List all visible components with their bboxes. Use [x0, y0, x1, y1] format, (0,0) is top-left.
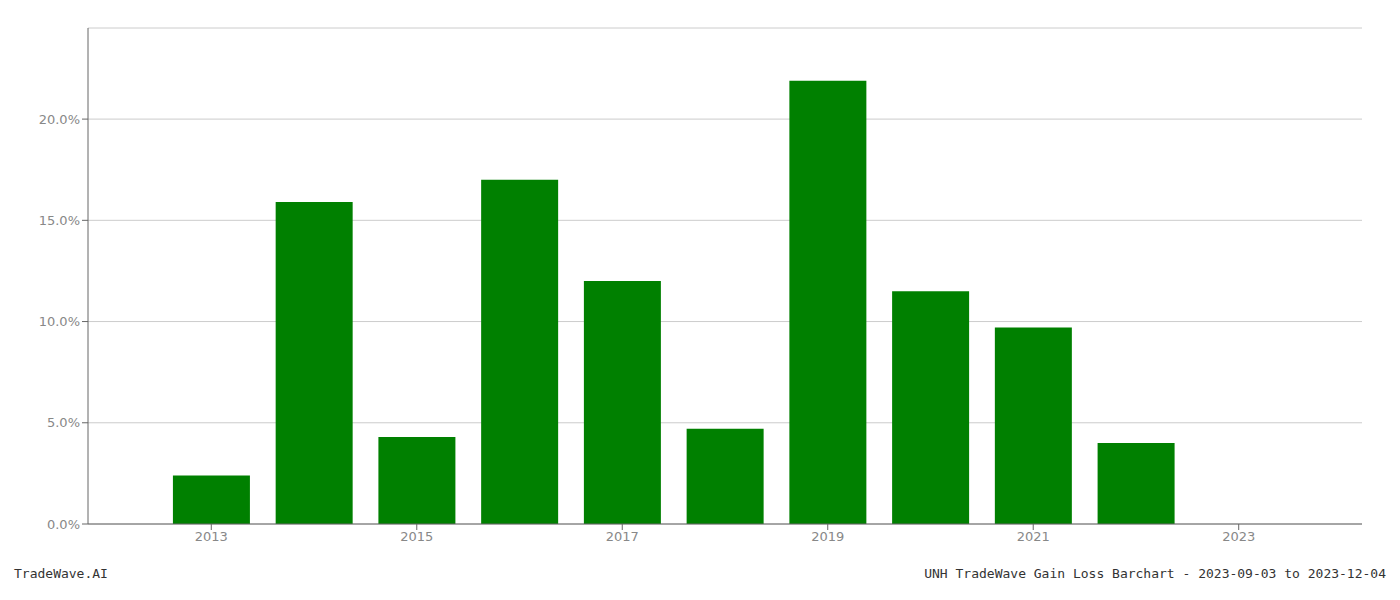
svg-text:10.0%: 10.0%: [39, 314, 80, 329]
svg-text:2017: 2017: [606, 529, 639, 544]
svg-text:0.0%: 0.0%: [47, 517, 80, 532]
svg-text:15.0%: 15.0%: [39, 213, 80, 228]
svg-text:5.0%: 5.0%: [47, 415, 80, 430]
html-text:UNH TradeWave Gain Loss Barcha: UNH TradeWave Gain Loss Barchart - 2023-…: [924, 566, 1386, 581]
html-text:TradeWave.AI: TradeWave.AI: [14, 566, 108, 581]
svg-text:2021: 2021: [1017, 529, 1050, 544]
svg-text:20.0%: 20.0%: [39, 112, 80, 127]
svg-text:2023: 2023: [1222, 529, 1255, 544]
svg-text:2013: 2013: [195, 529, 228, 544]
svg-text:2019: 2019: [811, 529, 844, 544]
svg-text:2015: 2015: [400, 529, 433, 544]
